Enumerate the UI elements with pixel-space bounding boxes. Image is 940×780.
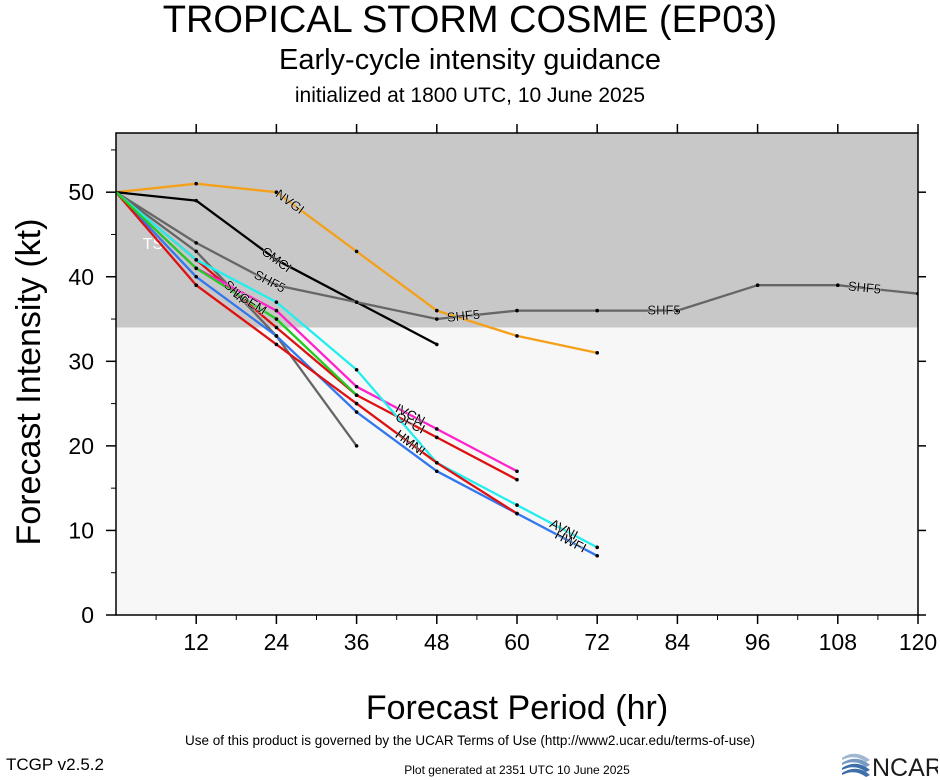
x-tick-label-36: 36 [344, 629, 370, 655]
point-shf5-12 [194, 241, 198, 245]
point-cmci-48 [435, 342, 439, 347]
point-hwfi-48 [435, 469, 439, 474]
x-tick-label-120: 120 [899, 629, 937, 655]
point-shf5-108 [836, 283, 840, 288]
point-hwfi-12 [194, 274, 198, 279]
ncar-logo: NCAR [842, 753, 938, 780]
chart-subtitle: Early-cycle intensity guidance [278, 44, 661, 76]
x-tick-label-96: 96 [745, 629, 771, 655]
point-lgem-36 [354, 393, 359, 397]
chart-title: TROPICAL STORM COSME (EP03) [162, 0, 778, 41]
point-hmni-24 [274, 342, 279, 347]
point-shf5-24 [274, 283, 279, 288]
y-axis-label: Forecast Intensity (kt) [10, 219, 48, 546]
point-nvgi-12 [194, 181, 198, 186]
x-tick-label-48: 48 [424, 629, 450, 655]
generated-time: Plot generated at 2351 UTC 10 June 2025 [404, 763, 630, 777]
y-tick-label-40: 40 [68, 264, 94, 290]
point-nvgi-60 [515, 334, 519, 338]
y-tick-label-10: 10 [68, 517, 94, 543]
point-hmni-36 [354, 401, 359, 406]
point-nvgi-48 [435, 308, 439, 313]
y-tick-label-30: 30 [68, 348, 94, 374]
point-hmni-60 [515, 511, 519, 516]
point-avni-36 [354, 367, 359, 372]
point-avni-12 [194, 258, 198, 262]
point-avni-72 [595, 545, 599, 550]
point-nvgi-36 [354, 249, 359, 254]
ncar-logo-text: NCAR [872, 754, 938, 780]
point-ofci-24 [274, 325, 279, 330]
point-ofci-60 [515, 477, 519, 482]
series-line-hmni [116, 191, 518, 515]
point-hmni-48 [435, 460, 439, 465]
point-ship-12 [194, 249, 198, 254]
point-shf5-36 [354, 300, 359, 304]
point-ivcn-48 [435, 427, 439, 431]
point-shf5-96 [755, 283, 760, 288]
point-nvgi-72 [595, 351, 599, 355]
point-avni-24 [274, 300, 279, 304]
point-cmci-12 [194, 198, 198, 203]
x-tick-label-72: 72 [584, 629, 610, 655]
x-tick-label-24: 24 [264, 629, 290, 655]
x-tick-label-108: 108 [819, 629, 857, 655]
tropical-storm-band [116, 133, 918, 328]
point-hwfi-72 [595, 554, 599, 558]
series-label-shf5-3: SHF5 [847, 278, 882, 296]
y-tick-label-0: 0 [81, 602, 94, 628]
point-shf5-72 [595, 308, 599, 313]
series-label-shf5-2: SHF5 [647, 303, 680, 318]
point-lgem-12 [194, 266, 198, 271]
point-shf5-84 [675, 308, 680, 313]
point-cmci-24 [274, 258, 279, 262]
point-avni-60 [515, 503, 519, 507]
series-line-lgem [116, 191, 358, 396]
point-hwfi-36 [354, 410, 359, 414]
x-tick-label-84: 84 [665, 629, 691, 655]
point-shf5-48 [435, 317, 439, 321]
point-lgem-24 [274, 317, 279, 321]
point-shf5-60 [515, 308, 519, 313]
init-time: initialized at 1800 UTC, 10 June 2025 [294, 84, 646, 107]
x-axis-label: Forecast Period (hr) [366, 689, 668, 727]
version-label: TCGP v2.5.2 [6, 755, 104, 774]
point-ofci-48 [435, 435, 439, 440]
x-tick-label-12: 12 [183, 629, 209, 655]
terms-of-use-text: Use of this product is governed by the U… [185, 733, 755, 748]
point-ivcn-36 [354, 384, 359, 389]
x-tick-label-60: 60 [504, 629, 530, 655]
point-ship-36 [354, 444, 359, 448]
y-tick-label-20: 20 [68, 433, 94, 459]
point-hwfi-24 [274, 334, 279, 338]
point-ivcn-60 [515, 469, 519, 474]
y-tick-label-50: 50 [68, 179, 94, 205]
series-label-shf5-1: SHF5 [446, 307, 481, 325]
point-ivcn-24 [274, 308, 279, 313]
point-nvgi-24 [274, 190, 279, 194]
point-hmni-12 [194, 283, 198, 288]
